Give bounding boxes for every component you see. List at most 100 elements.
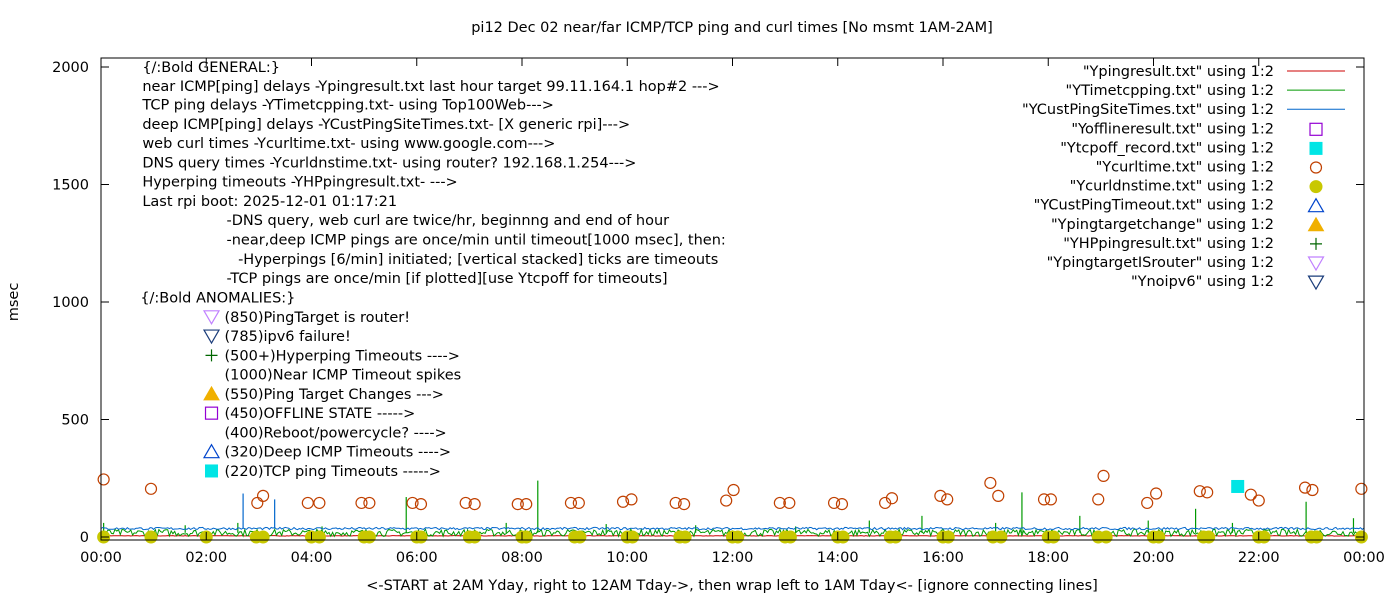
general-note: deep ICMP[ping] delays -YCustPingSiteTim… [142, 117, 630, 133]
general-note: web curl times -Ycurltime.txt- using www… [142, 136, 555, 152]
series-6-point [468, 498, 481, 511]
series-6-point [879, 496, 892, 510]
series-6-point [1193, 485, 1206, 498]
x-tick-label: 22:00 [1238, 550, 1280, 566]
x-tick-label: 20:00 [1133, 550, 1175, 566]
series-7-point [731, 530, 745, 544]
general-note: Hyperping timeouts -YHPpingresult.txt- -… [142, 175, 457, 191]
series-7-point [783, 530, 797, 544]
series-6-point [1201, 486, 1214, 499]
legend-swatch [1309, 161, 1323, 174]
legend-label: "Ypingresult.txt" using 1:2 [1083, 64, 1274, 80]
general-note: -DNS query, web curl are twice/hr, begin… [227, 213, 670, 229]
annotation-layer: {/:Bold GENERAL:} near ICMP[ping] delays … [140, 60, 725, 480]
series-7-point [626, 530, 640, 544]
anomaly-marker [202, 329, 221, 345]
series-7-point [144, 530, 158, 544]
series-7-point [1310, 530, 1324, 544]
series-6-point [459, 496, 472, 510]
y-tick-label: 0 [80, 530, 89, 546]
legend-label: "Yofflineresult.txt" using 1:2 [1071, 121, 1274, 137]
series-6-point [625, 493, 638, 506]
series-7-point [836, 530, 850, 544]
x-axis-label: <-START at 2AM Yday, right to 12AM Tday-… [366, 578, 1098, 594]
anomaly-note: {/:Bold ANOMALIES:} [140, 290, 295, 306]
x-tick-label: 06:00 [396, 550, 438, 566]
chart-title: pi12 Dec 02 near/far ICMP/TCP ping and c… [471, 20, 993, 36]
y-tick-label: 1500 [52, 178, 89, 194]
y-tick-label: 2000 [52, 60, 89, 76]
general-note: -TCP pings are once/min [if plotted][use… [227, 271, 668, 287]
legend-label: "Ytcpoff_record.txt" using 1:2 [1060, 140, 1274, 156]
series-6-point [1092, 493, 1105, 506]
legend-swatch [1307, 256, 1325, 272]
series-6-point [1355, 482, 1368, 495]
series-6-point [301, 496, 314, 510]
series-6-point [1097, 469, 1110, 482]
x-tick-label: 00:00 [1343, 550, 1385, 566]
general-note: -Hyperpings [6/min] initiated; [vertical… [238, 252, 718, 268]
series-7-point [1202, 530, 1216, 544]
series-6-point [992, 489, 1005, 502]
legend: "Ypingresult.txt" using 1:2 "YTimetcpping… [1022, 64, 1345, 291]
anomaly-note: (1000)Near ICMP Timeout spikes [225, 368, 462, 384]
anomaly-marker [205, 349, 218, 362]
legend-label: "Ypingtargetchange" using 1:2 [1051, 217, 1274, 233]
x-tick-label: 00:00 [80, 550, 122, 566]
x-tick-label: 14:00 [817, 550, 859, 566]
series-6-point [1044, 493, 1057, 506]
series-6-point [616, 495, 630, 508]
series-6-point [783, 496, 796, 510]
x-tick-label: 12:00 [712, 550, 754, 566]
series-6-point [1141, 496, 1154, 510]
legend-label: "Ycurltime.txt" using 1:2 [1096, 160, 1274, 176]
anomaly-note: (850)PingTarget is router! [225, 310, 411, 326]
legend-swatch [1307, 216, 1325, 232]
series-7-point [994, 530, 1008, 544]
series-6-point [564, 496, 578, 510]
anomaly-marker [202, 310, 221, 326]
anomaly-marker [204, 406, 219, 420]
legend-label: "YTimetcpping.txt" using 1:2 [1066, 83, 1274, 99]
series-7-point [256, 530, 270, 544]
anomaly-note: (450)OFFLINE STATE -----> [225, 406, 416, 422]
series-6-point [1298, 481, 1312, 494]
general-note: DNS query times -Ycurldnstime.txt- using… [142, 155, 636, 171]
series-6-point [1150, 487, 1163, 500]
legend-swatch [1309, 180, 1323, 194]
series-6-point [773, 496, 786, 510]
series-6-point [511, 498, 524, 511]
series-6-point [1244, 488, 1257, 501]
series-6-point [520, 498, 533, 511]
anomaly-note: (320)Deep ICMP Timeouts ----> [225, 445, 452, 461]
series-7-point [1047, 530, 1061, 544]
anomaly-note: (550)Ping Target Changes ---> [225, 387, 444, 403]
series-3-line [100, 526, 1365, 531]
y-tick-label: 500 [61, 413, 89, 429]
series-6-point [1252, 494, 1265, 507]
series-7-point [941, 530, 955, 544]
series-6-point [669, 496, 682, 510]
x-tick-label: 18:00 [1027, 550, 1069, 566]
anomaly-note: (220)TCP ping Timeouts -----> [225, 464, 441, 480]
legend-swatch [1307, 197, 1325, 213]
legend-swatch [1309, 122, 1323, 136]
series-7-point [1099, 530, 1113, 544]
series-6-point [1306, 483, 1319, 497]
x-tick-label: 10:00 [606, 550, 648, 566]
ticks-layer: 0 500 1000 1500 2000 00:00 02:00 04:00 06:00 08:0… [52, 58, 1385, 566]
series-7-point [312, 530, 326, 544]
series-6-point [941, 493, 954, 506]
x-tick-label: 02:00 [185, 550, 227, 566]
series-6-point [251, 496, 264, 510]
legend-label: "YpingtargetISrouter" using 1:2 [1047, 255, 1274, 271]
general-note: TCP ping delays -YTimetcpping.txt- using… [141, 98, 554, 114]
series-7-point [678, 530, 692, 544]
series-7-point [889, 530, 903, 544]
legend-label: "YHPpingresult.txt" using 1:2 [1063, 236, 1274, 252]
series-6-point [363, 496, 376, 510]
series-6-point [885, 492, 899, 505]
series-6-point [406, 496, 419, 510]
legend-swatch [1310, 237, 1322, 250]
